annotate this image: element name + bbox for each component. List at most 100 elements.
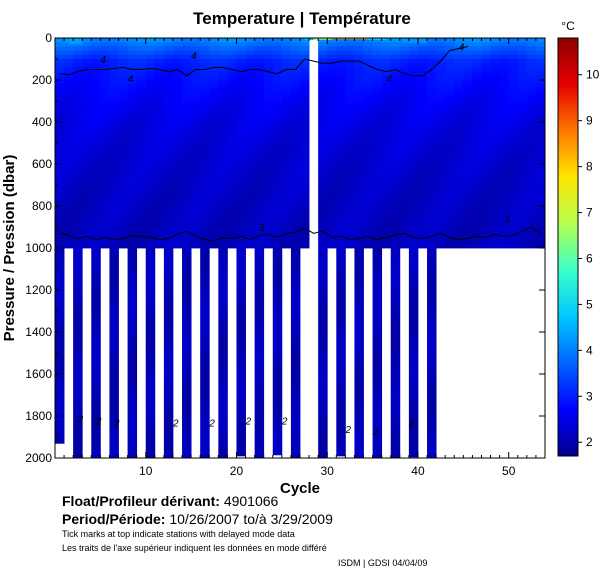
heatmap-cell <box>118 105 128 110</box>
heatmap-cell <box>263 239 274 245</box>
heatmap-cell <box>390 277 401 282</box>
heatmap-cell <box>100 201 110 207</box>
heatmap-cell <box>535 138 545 144</box>
heatmap-cell <box>82 176 92 182</box>
heatmap-cell <box>82 155 92 161</box>
heatmap-cell <box>327 46 337 51</box>
heatmap-cell <box>472 46 482 51</box>
heatmap-cell <box>218 327 228 333</box>
heatmap-cell <box>535 218 545 224</box>
heatmap-cell <box>318 214 328 219</box>
heatmap-cell <box>499 227 510 232</box>
heatmap-cell <box>154 227 165 232</box>
heatmap-cell <box>82 197 92 203</box>
heatmap-cell <box>200 84 210 89</box>
heatmap-cell <box>336 38 346 43</box>
heatmap-cell <box>454 126 464 131</box>
heatmap-cell <box>100 172 110 177</box>
heatmap-cell <box>290 180 301 186</box>
heatmap-cell <box>336 361 346 366</box>
heatmap-cell <box>127 130 138 135</box>
heatmap-cell <box>127 84 138 89</box>
heatmap-cell <box>290 323 301 329</box>
heatmap-cell <box>82 122 92 127</box>
heatmap-cell <box>390 134 401 140</box>
heatmap-cell <box>399 201 410 207</box>
heatmap-cell <box>517 210 528 215</box>
heatmap-cell <box>327 189 337 194</box>
heatmap-cell <box>209 176 219 182</box>
heatmap-cell <box>290 172 301 177</box>
heatmap-cell <box>327 88 337 93</box>
heatmap-cell <box>463 155 473 161</box>
heatmap-cell <box>336 386 346 392</box>
heatmap-cell <box>499 222 510 228</box>
heatmap-cell <box>272 109 283 114</box>
heatmap-cell <box>336 168 346 173</box>
heatmap-cell <box>535 117 545 123</box>
heatmap-cell <box>408 340 419 345</box>
heatmap-cell <box>390 306 401 312</box>
heatmap-cell <box>236 130 246 135</box>
heatmap-cell <box>499 63 510 68</box>
heatmap-cell <box>454 88 464 93</box>
heatmap-cell <box>390 311 401 316</box>
heatmap-cell <box>109 117 119 123</box>
heatmap-cell <box>73 96 83 102</box>
heatmap-cell <box>290 231 301 236</box>
heatmap-cell <box>417 193 428 198</box>
heatmap-cell <box>327 50 337 56</box>
heatmap-cell <box>526 155 537 161</box>
heatmap-cell <box>472 101 482 106</box>
heatmap-cell <box>408 75 419 81</box>
heatmap-cell <box>272 155 283 161</box>
heatmap-cell <box>73 437 83 442</box>
heatmap-cell <box>272 138 283 144</box>
heatmap-cell <box>481 172 491 177</box>
heatmap-cell <box>182 155 192 161</box>
heatmap-cell <box>535 239 545 245</box>
heatmap-cell <box>363 42 373 47</box>
heatmap-cell <box>245 63 256 68</box>
heatmap-cell <box>109 201 119 207</box>
heatmap-cell <box>91 361 101 366</box>
heatmap-cell <box>136 92 147 98</box>
heatmap-cell <box>300 54 310 60</box>
heatmap-cell <box>436 134 446 140</box>
heatmap-cell <box>263 84 274 89</box>
heatmap-cell <box>91 130 101 135</box>
heatmap-cell <box>526 117 537 123</box>
heatmap-cell <box>55 369 65 375</box>
heatmap-cell <box>290 143 301 148</box>
heatmap-cell <box>254 122 265 127</box>
heatmap-cell <box>499 126 510 131</box>
heatmap-cell <box>290 424 301 429</box>
heatmap-cell <box>508 218 519 224</box>
heatmap-cell <box>517 134 528 140</box>
heatmap-cell <box>109 327 119 333</box>
heatmap-cell <box>336 248 346 253</box>
heatmap-cell <box>182 151 192 156</box>
heatmap-cell <box>73 88 83 93</box>
heatmap-cell <box>427 231 437 236</box>
heatmap-cell <box>417 172 428 177</box>
heatmap-cell <box>345 155 355 161</box>
y-tick-label: 1600 <box>25 367 52 381</box>
heatmap-cell <box>327 239 337 245</box>
heatmap-cell <box>517 67 528 72</box>
heatmap-cell <box>109 365 119 371</box>
heatmap-cell <box>254 235 265 240</box>
heatmap-cell <box>200 437 210 442</box>
heatmap-cell <box>191 159 201 165</box>
heatmap-cell <box>336 407 346 413</box>
heatmap-cell <box>109 386 119 392</box>
heatmap-cell <box>390 235 401 240</box>
heatmap-cell <box>372 172 383 177</box>
heatmap-cell <box>109 96 119 102</box>
heatmap-cell <box>182 348 192 354</box>
heatmap-cell <box>218 168 228 173</box>
heatmap-cell <box>336 130 346 135</box>
heatmap-cell <box>427 344 437 350</box>
heatmap-cell <box>254 277 265 282</box>
